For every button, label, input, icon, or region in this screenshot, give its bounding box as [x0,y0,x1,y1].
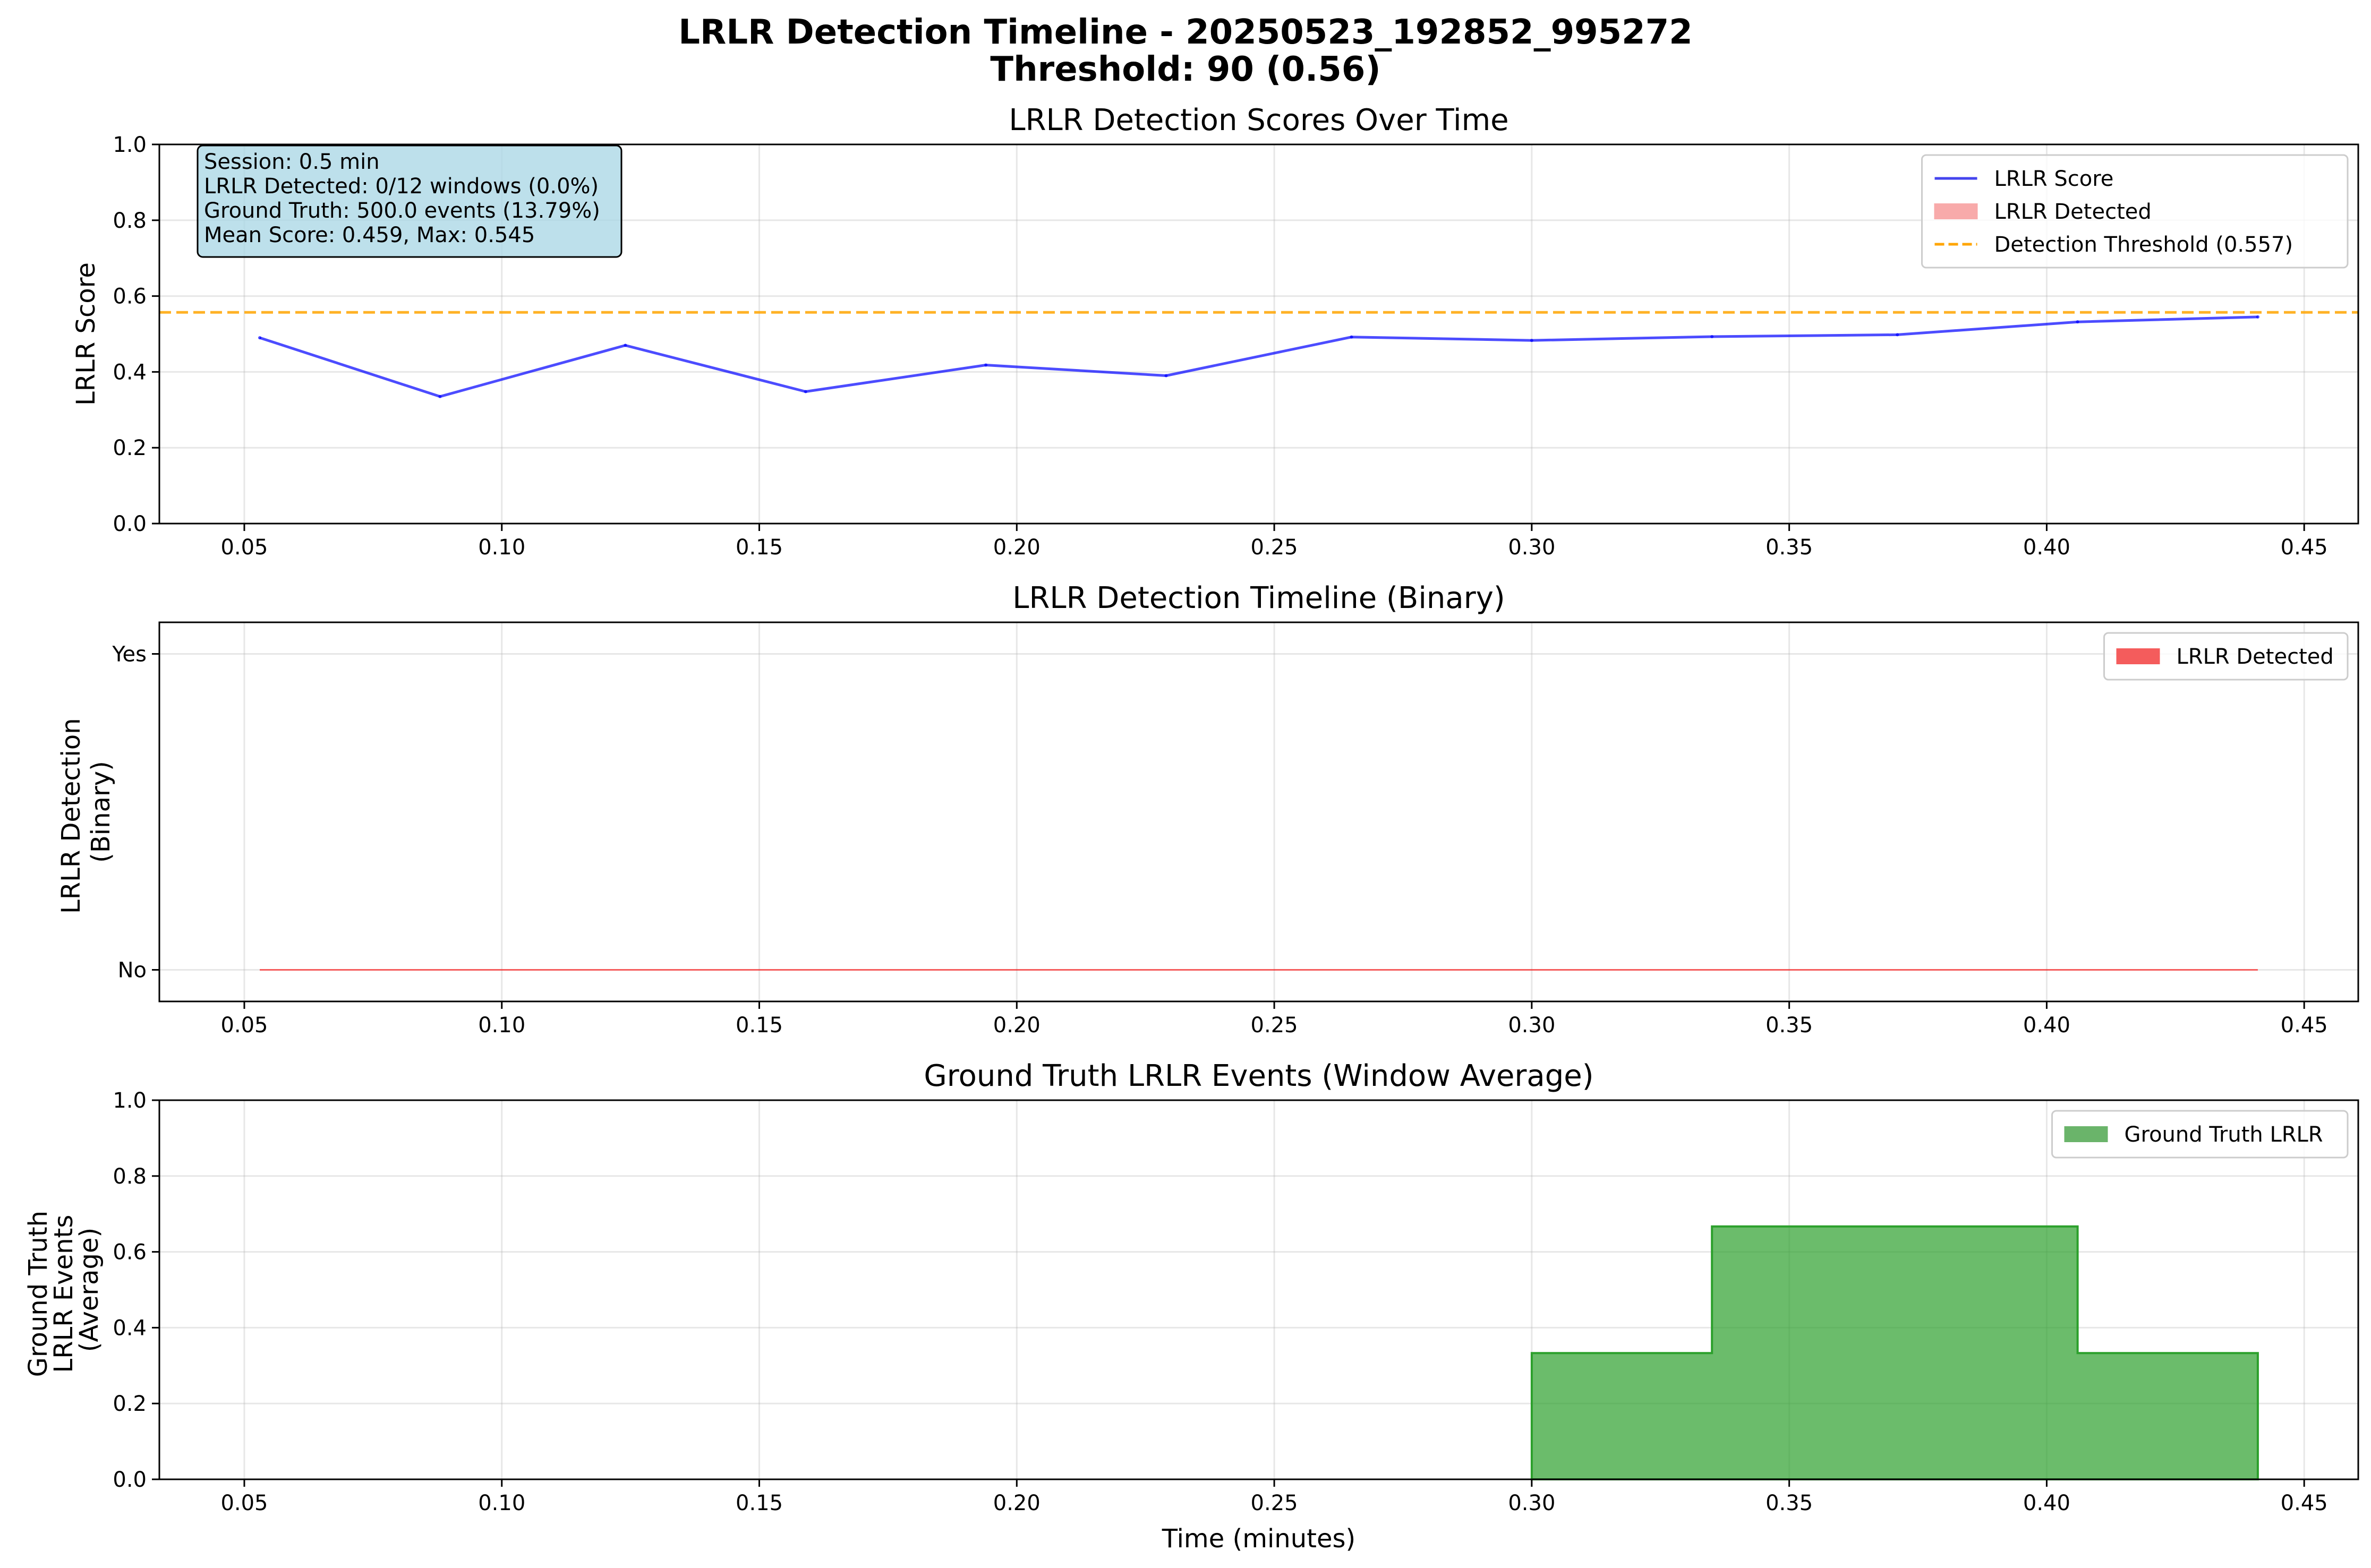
ground-truth-y-tick-label: 0.4 [113,1316,147,1340]
lrlr-score-point [2076,320,2079,324]
ground-truth-y-axis-label: Ground Truth LRLR Events (Average) [23,1203,104,1377]
binary-panel-title: LRLR Detection Timeline (Binary) [1012,581,1505,615]
score-x-tick-label: 0.40 [2023,535,2070,560]
ground-truth-y-axis-label-line2: LRLR Events [49,1215,79,1373]
ground-truth-x-tick-label: 0.05 [220,1491,268,1515]
score-x-tick-label: 0.30 [1508,535,1555,560]
x-axis-label: Time (minutes) [1162,1524,1355,1554]
ground-truth-x-tick-label: 0.30 [1508,1491,1555,1515]
figure-title-line1: LRLR Detection Timeline - 20250523_19285… [678,13,1693,52]
info-line-ground-truth: Ground Truth: 500.0 events (13.79%) [204,199,600,223]
ground-truth-y-tick-label: 0.6 [113,1240,147,1265]
lrlr-score-point [438,395,442,398]
binary-y-tick-label: Yes [112,642,147,667]
ground-truth-x-tick-label: 0.25 [1251,1491,1298,1515]
info-line-session: Session: 0.5 min [204,150,380,174]
lrlr-score-line [259,315,2258,398]
score-x-tick-label: 0.25 [1251,535,1298,560]
binary-x-tick-label: 0.05 [220,1013,268,1038]
ground-truth-y-axis-label-line1: Ground Truth [23,1211,53,1377]
ground-truth-legend [2051,1110,2349,1159]
lrlr-score-point [1710,335,1714,338]
score-x-tick-label: 0.20 [993,535,1040,560]
info-box-background [197,144,622,258]
score-legend-label: Detection Threshold (0.557) [1994,233,2293,257]
binary-legend-label: LRLR Detected [2177,645,2334,669]
score-x-tick-label: 0.35 [1766,535,1813,560]
binary-y-axis-label-line1: LRLR Detection [56,718,86,914]
binary-x-tick-label: 0.10 [478,1013,525,1038]
score-panel-frame [158,143,2359,525]
score-legend-label: LRLR Score [1994,167,2114,191]
score-legend-label: LRLR Detected [1994,200,2152,224]
binary-x-tick-label: 0.25 [1251,1013,1298,1038]
info-line-mean-score: Mean Score: 0.459, Max: 0.545 [204,223,535,247]
binary-x-tick-label: 0.15 [736,1013,783,1038]
score-y-axis-label: LRLR Score [71,262,101,406]
lrlr-score-point [804,390,807,393]
binary-x-tick-label: 0.20 [993,1013,1040,1038]
ground-truth-x-tick-label: 0.40 [2023,1491,2070,1515]
ground-truth-x-tick-label: 0.35 [1766,1491,1813,1515]
binary-panel: LRLR Detection Timeline (Binary) 0.05 0.1… [56,581,2359,1038]
lrlr-score-point [1350,335,1353,339]
binary-y-axis-label: LRLR Detection (Binary) [56,710,116,914]
lrlr-score-point [1164,374,1168,378]
lrlr-score-point [2256,315,2259,319]
binary-y-tick-label: No [118,958,147,983]
ground-truth-x-tick-label: 0.20 [993,1491,1040,1515]
score-legend [1921,154,2349,269]
ground-truth-x-tick-label: 0.15 [736,1491,783,1515]
binary-x-tick-label: 0.35 [1766,1013,1813,1038]
ground-truth-y-tick-label: 1.0 [113,1089,147,1113]
lrlr-score-point [258,336,262,340]
ground-truth-legend-label: Ground Truth LRLR [2125,1123,2323,1147]
binary-x-tick-label: 0.40 [2023,1013,2070,1038]
ground-truth-y-tick-label: 0.0 [113,1468,147,1492]
ground-truth-panel-frame [158,1099,2359,1480]
score-y-tick-label: 0.2 [113,436,147,460]
info-box: Session: 0.5 min LRLR Detected: 0/12 win… [197,144,622,258]
binary-x-tick-label: 0.45 [2281,1013,2328,1038]
ground-truth-y-tick-label: 0.2 [113,1392,147,1416]
score-y-tick-label: 0.8 [113,209,147,233]
score-x-tick-label: 0.05 [220,535,268,560]
score-x-tick-label: 0.45 [2281,535,2328,560]
figure-title-line2: Threshold: 90 (0.56) [990,50,1380,89]
binary-legend-patch-swatch [2116,648,2160,664]
binary-x-tick-label: 0.30 [1508,1013,1555,1038]
score-panel: LRLR Detection Scores Over Time 0.05 0.10… [71,103,2359,560]
ground-truth-panel: Ground Truth LRLR Events (Window Average… [23,1059,2359,1554]
lrlr-score-point [1530,339,1533,342]
binary-y-axis-label-line2: (Binary) [86,761,116,863]
info-line-detected: LRLR Detected: 0/12 windows (0.0%) [204,174,599,199]
score-y-tick-label: 0.4 [113,360,147,384]
binary-panel-frame [158,621,2359,1003]
ground-truth-y-tick-label: 0.8 [113,1164,147,1189]
lrlr-score-point [984,363,988,367]
score-y-tick-label: 0.0 [113,512,147,536]
ground-truth-x-tick-label: 0.10 [478,1491,525,1515]
lrlr-score-point [1896,333,1899,337]
score-y-tick-label: 0.6 [113,285,147,309]
ground-truth-area [1530,1225,2259,1480]
ground-truth-legend-patch-swatch [2064,1126,2108,1142]
score-legend-patch-swatch [1934,203,1978,219]
lrlr-score-point [624,344,627,347]
ground-truth-x-tick-label: 0.45 [2281,1491,2328,1515]
score-x-tick-label: 0.15 [736,535,783,560]
score-y-tick-label: 1.0 [113,133,147,157]
ground-truth-y-axis-label-line3: (Average) [74,1228,104,1352]
ground-truth-panel-title: Ground Truth LRLR Events (Window Average… [924,1059,1593,1093]
score-panel-title: LRLR Detection Scores Over Time [1009,103,1508,138]
score-x-tick-label: 0.10 [478,535,525,560]
binary-legend [2103,632,2349,681]
